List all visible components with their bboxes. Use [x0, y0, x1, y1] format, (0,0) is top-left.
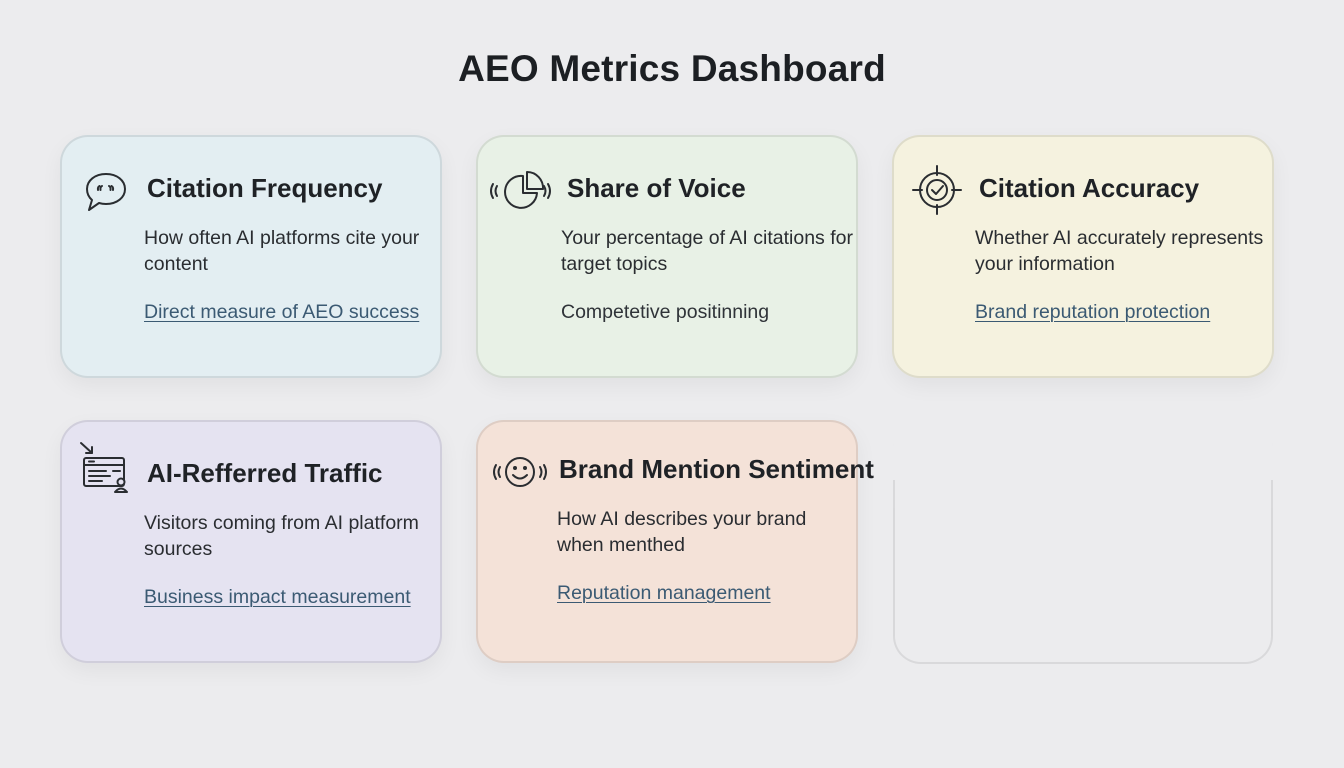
browser-user-icon	[78, 440, 132, 496]
card-description: How AI describes your brand when menthed	[557, 508, 807, 556]
speech-bubble-icon	[82, 169, 130, 215]
card-title: Citation Frequency	[147, 173, 383, 203]
card-title: Share of Voice	[567, 173, 746, 203]
page-title: AEO Metrics Dashboard	[458, 48, 886, 89]
pie-chart-broadcast-icon	[486, 167, 558, 217]
card-link-brand-reputation[interactable]: Brand reputation protection	[975, 301, 1211, 323]
card-link-direct-measure[interactable]: Direct measure of AEO success	[144, 301, 420, 323]
card-link-reputation-management[interactable]: Reputation management	[557, 582, 771, 604]
card-citation-frequency: Citation Frequency How often AI platform…	[60, 135, 442, 378]
card-description: Visitors coming from AI platform sources	[144, 512, 419, 560]
card-link-business-impact[interactable]: Business impact measurement	[144, 586, 411, 608]
card-description: How often AI platforms cite your content	[144, 227, 420, 275]
card-title: AI-Refferred Traffic	[147, 458, 383, 488]
empty-card-placeholder	[893, 418, 1273, 664]
card-ai-referred-traffic: AI-Refferred Traffic Visitors coming fro…	[60, 420, 442, 663]
target-check-icon	[910, 163, 964, 217]
card-brand-mention-sentiment: Brand Mention Sentiment How AI describes…	[476, 420, 874, 663]
card-footer-competitive: Competetive positinning	[561, 301, 770, 323]
smiley-broadcast-icon	[490, 452, 550, 492]
card-title: Brand Mention Sentiment	[559, 454, 874, 484]
card-title: Citation Accuracy	[979, 173, 1200, 203]
card-description: Whether AI accurately represents your in…	[975, 227, 1264, 275]
card-share-of-voice: Share of Voice Your percentage of AI cit…	[476, 135, 858, 378]
card-description: Your percentage of AI citations for targ…	[561, 227, 853, 275]
card-citation-accuracy: Citation Accuracy Whether AI accurately …	[892, 135, 1274, 378]
